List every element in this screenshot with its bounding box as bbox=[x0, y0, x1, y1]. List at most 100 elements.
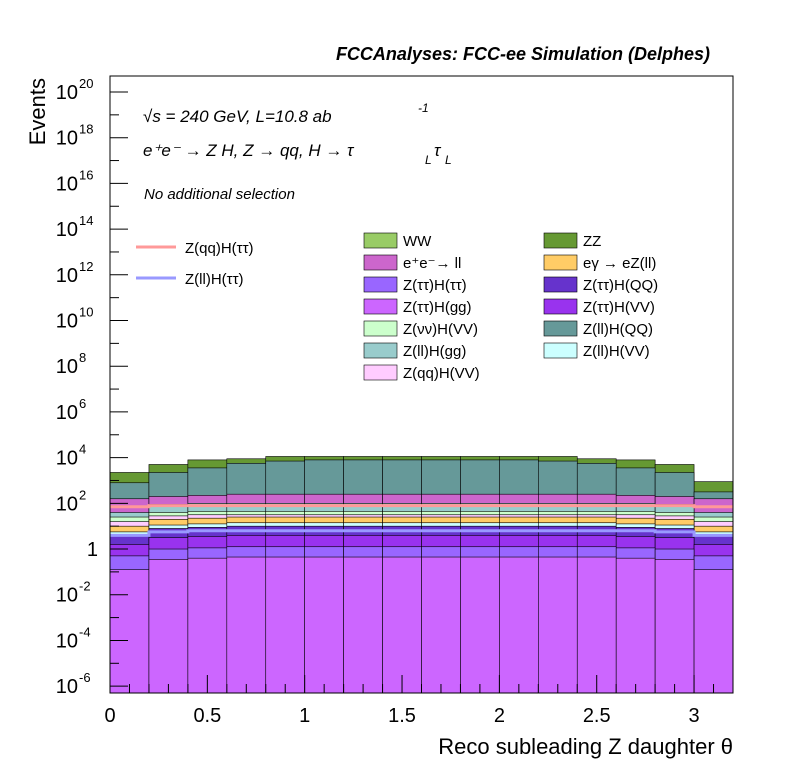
legend-swatch bbox=[363, 276, 398, 293]
bar-z-h-gg-0 bbox=[109, 569, 150, 694]
legend-swatch bbox=[363, 320, 398, 337]
y-axis-label: Events bbox=[25, 78, 50, 145]
y-tick-label: 10 -4 bbox=[56, 624, 91, 652]
y-tick-exponent: -6 bbox=[79, 670, 91, 685]
legend-entry-z-ll-h-vv: Z(ll)H(VV) bbox=[543, 342, 650, 360]
energy-text: √s = 240 GeV, L=10.8 ab bbox=[143, 107, 332, 126]
x-axis-ticks: 0 0.5 1 1.5 2 2.5 3 bbox=[104, 675, 734, 727]
y-tick-exponent: 18 bbox=[79, 122, 93, 137]
y-tick-base: 10 bbox=[56, 219, 78, 241]
x-tick-label: 0 bbox=[104, 705, 115, 727]
y-tick-base: 10 bbox=[56, 173, 78, 195]
process-subscript-2: L bbox=[445, 153, 452, 167]
bar-z-h-gg-6 bbox=[343, 556, 383, 694]
legend-label: Z(qq)H(ττ) bbox=[185, 240, 254, 257]
bar-z-h-gg-4 bbox=[265, 556, 305, 694]
legend-swatch bbox=[543, 320, 578, 337]
process-text: e⁺e⁻ → Z H, Z → qq, H → τ bbox=[143, 141, 355, 160]
legend-entry-zz: ZZ bbox=[543, 232, 601, 250]
y-tick-base: 1 bbox=[87, 539, 98, 561]
y-tick-exponent: 12 bbox=[79, 259, 93, 274]
legend-label: Z(ll)H(VV) bbox=[583, 343, 650, 360]
legend-label: Z(qq)H(VV) bbox=[403, 365, 480, 382]
series-z-h-gg bbox=[109, 556, 734, 694]
bar-z-h-gg-12 bbox=[576, 556, 617, 694]
bar-z-h-gg-2 bbox=[187, 557, 228, 694]
legend-swatch bbox=[543, 298, 578, 315]
legend-entry-z-ll-h: Z(ll)H(ττ) bbox=[136, 271, 244, 288]
annotation-energy: √s = 240 GeV, L=10.8 ab -1 bbox=[143, 101, 429, 126]
legend-label: e⁺e⁻→ ll bbox=[403, 255, 461, 272]
legend-histograms: WW ZZ e⁺e⁻→ ll eγ → eZ(ll) Z(ττ)H(ττ) Z(ττ)H(… bbox=[363, 232, 658, 382]
legend-label: Z(νν)H(VV) bbox=[403, 321, 478, 338]
histogram-bars bbox=[109, 456, 734, 694]
y-tick-label: 10 4 bbox=[56, 442, 86, 470]
legend-label: Z(ττ)H(QQ) bbox=[583, 277, 658, 294]
legend-label: Z(ll)H(gg) bbox=[403, 343, 466, 360]
legend-swatch bbox=[543, 232, 578, 249]
x-tick-label: 0.5 bbox=[193, 705, 221, 727]
legend-label: Z(ττ)H(gg) bbox=[403, 299, 472, 316]
y-tick-label: 10 12 bbox=[56, 259, 94, 287]
bar-z-h-gg-11 bbox=[538, 556, 578, 694]
bar-z-h-gg-10 bbox=[499, 556, 539, 694]
process-subscript-1: L bbox=[425, 153, 432, 167]
legend-label: Z(ll)H(ττ) bbox=[185, 271, 244, 288]
y-tick-base: 10 bbox=[56, 402, 78, 424]
legend-swatch bbox=[363, 298, 398, 315]
energy-exponent: -1 bbox=[418, 101, 429, 115]
legend-entry-z-h-gg: Z(ττ)H(gg) bbox=[363, 298, 472, 316]
legend-entry-ww: WW bbox=[363, 232, 432, 250]
y-tick-label: 10 8 bbox=[56, 350, 86, 378]
legend-entry-z-h-vv: Z(νν)H(VV) bbox=[363, 320, 478, 338]
y-tick-exponent: 2 bbox=[79, 487, 86, 502]
y-tick-exponent: 16 bbox=[79, 167, 93, 182]
y-tick-exponent: 10 bbox=[79, 305, 93, 320]
y-tick-label: 10 2 bbox=[56, 487, 86, 515]
legend-entry-z-ll-h-qq: Z(ll)H(QQ) bbox=[543, 320, 653, 338]
bar-z-h-gg-5 bbox=[304, 556, 344, 694]
x-axis-label: Reco subleading Z daughter θ bbox=[438, 734, 733, 759]
annotation-selection: No additional selection bbox=[144, 186, 295, 203]
bar-z-h-gg-9 bbox=[460, 556, 500, 694]
bar-z-h-gg-13 bbox=[615, 557, 656, 694]
legend-entry-z-qq-h: Z(qq)H(ττ) bbox=[136, 240, 254, 257]
legend-swatch bbox=[543, 342, 578, 359]
legend-swatch bbox=[363, 254, 398, 271]
x-tick-label: 1.5 bbox=[388, 705, 416, 727]
bar-z-h-gg-15 bbox=[693, 569, 734, 694]
legend-label: Z(ll)H(QQ) bbox=[583, 321, 653, 338]
x-tick-label: 2 bbox=[494, 705, 505, 727]
legend-entry-e-ez-ll: eγ → eZ(ll) bbox=[543, 254, 656, 272]
y-tick-label: 10 16 bbox=[56, 167, 94, 195]
x-tick-label: 3 bbox=[689, 705, 700, 727]
y-tick-base: 10 bbox=[56, 493, 78, 515]
y-tick-exponent: 4 bbox=[79, 442, 86, 457]
legend-label: Z(ττ)H(VV) bbox=[583, 299, 655, 316]
y-tick-base: 10 bbox=[56, 128, 78, 150]
line-z-ll-h bbox=[110, 529, 733, 537]
x-tick-label: 2.5 bbox=[583, 705, 611, 727]
legend-entry-z-h-qq: Z(ττ)H(QQ) bbox=[543, 276, 658, 294]
bar-z-h-gg-14 bbox=[654, 559, 695, 694]
x-tick-label: 1 bbox=[299, 705, 310, 727]
y-tick-exponent: -2 bbox=[79, 579, 91, 594]
legend-label: ZZ bbox=[583, 233, 601, 250]
y-tick-label: 10 -2 bbox=[56, 579, 91, 607]
process-tail: τ bbox=[434, 141, 442, 160]
y-tick-exponent: 8 bbox=[79, 350, 86, 365]
y-tick-base: 10 bbox=[56, 585, 78, 607]
y-tick-base: 10 bbox=[56, 265, 78, 287]
y-tick-base: 10 bbox=[56, 311, 78, 333]
bar-z-h-gg-7 bbox=[382, 556, 422, 694]
y-tick-base: 10 bbox=[56, 630, 78, 652]
y-tick-label: 10 20 bbox=[56, 76, 94, 104]
chart-title: FCCAnalyses: FCC-ee Simulation (Delphes) bbox=[336, 44, 710, 64]
legend-swatch bbox=[363, 342, 398, 359]
legend-entry-z-qq-h-vv: Z(qq)H(VV) bbox=[363, 364, 480, 382]
bar-z-h-gg-8 bbox=[421, 556, 461, 694]
legend-swatch bbox=[363, 232, 398, 249]
y-tick-label: 10 10 bbox=[56, 305, 94, 333]
y-tick-exponent: -4 bbox=[79, 624, 91, 639]
